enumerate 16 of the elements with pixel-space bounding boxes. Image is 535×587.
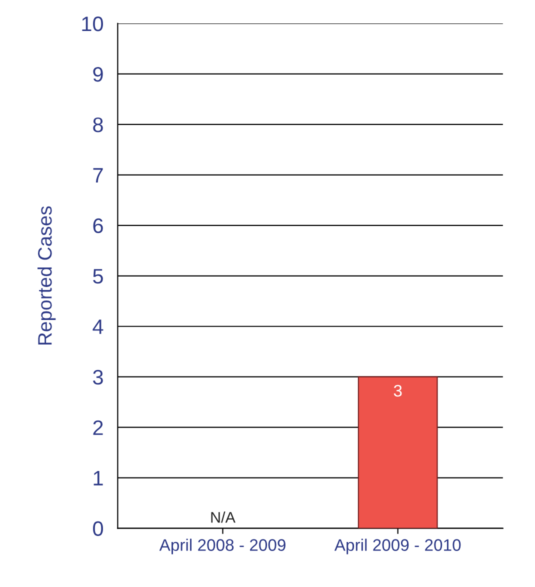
x-tick-label: April 2009 - 2010 [334,538,461,554]
text: N/A [211,512,236,523]
data-label: 3 [394,384,402,397]
y-tick-label: 0 [93,521,103,536]
y-tick-label: 5 [93,269,103,284]
y-tick-label: 3 [93,370,103,385]
y-tick-label: 10 [82,16,103,32]
y-tick-label: 9 [93,66,103,82]
y-tick-label: 8 [93,117,103,132]
y-axis-title: Reported Cases [38,206,56,345]
x-tick-label: April 2008 - 2009 [159,538,286,554]
y-tick-label: 1 [94,471,103,486]
y-tick-label: 4 [92,320,104,334]
y-tick-label: 6 [93,218,103,234]
y-tick-label: 2 [93,420,103,435]
y-tick-label: 7 [93,168,103,182]
